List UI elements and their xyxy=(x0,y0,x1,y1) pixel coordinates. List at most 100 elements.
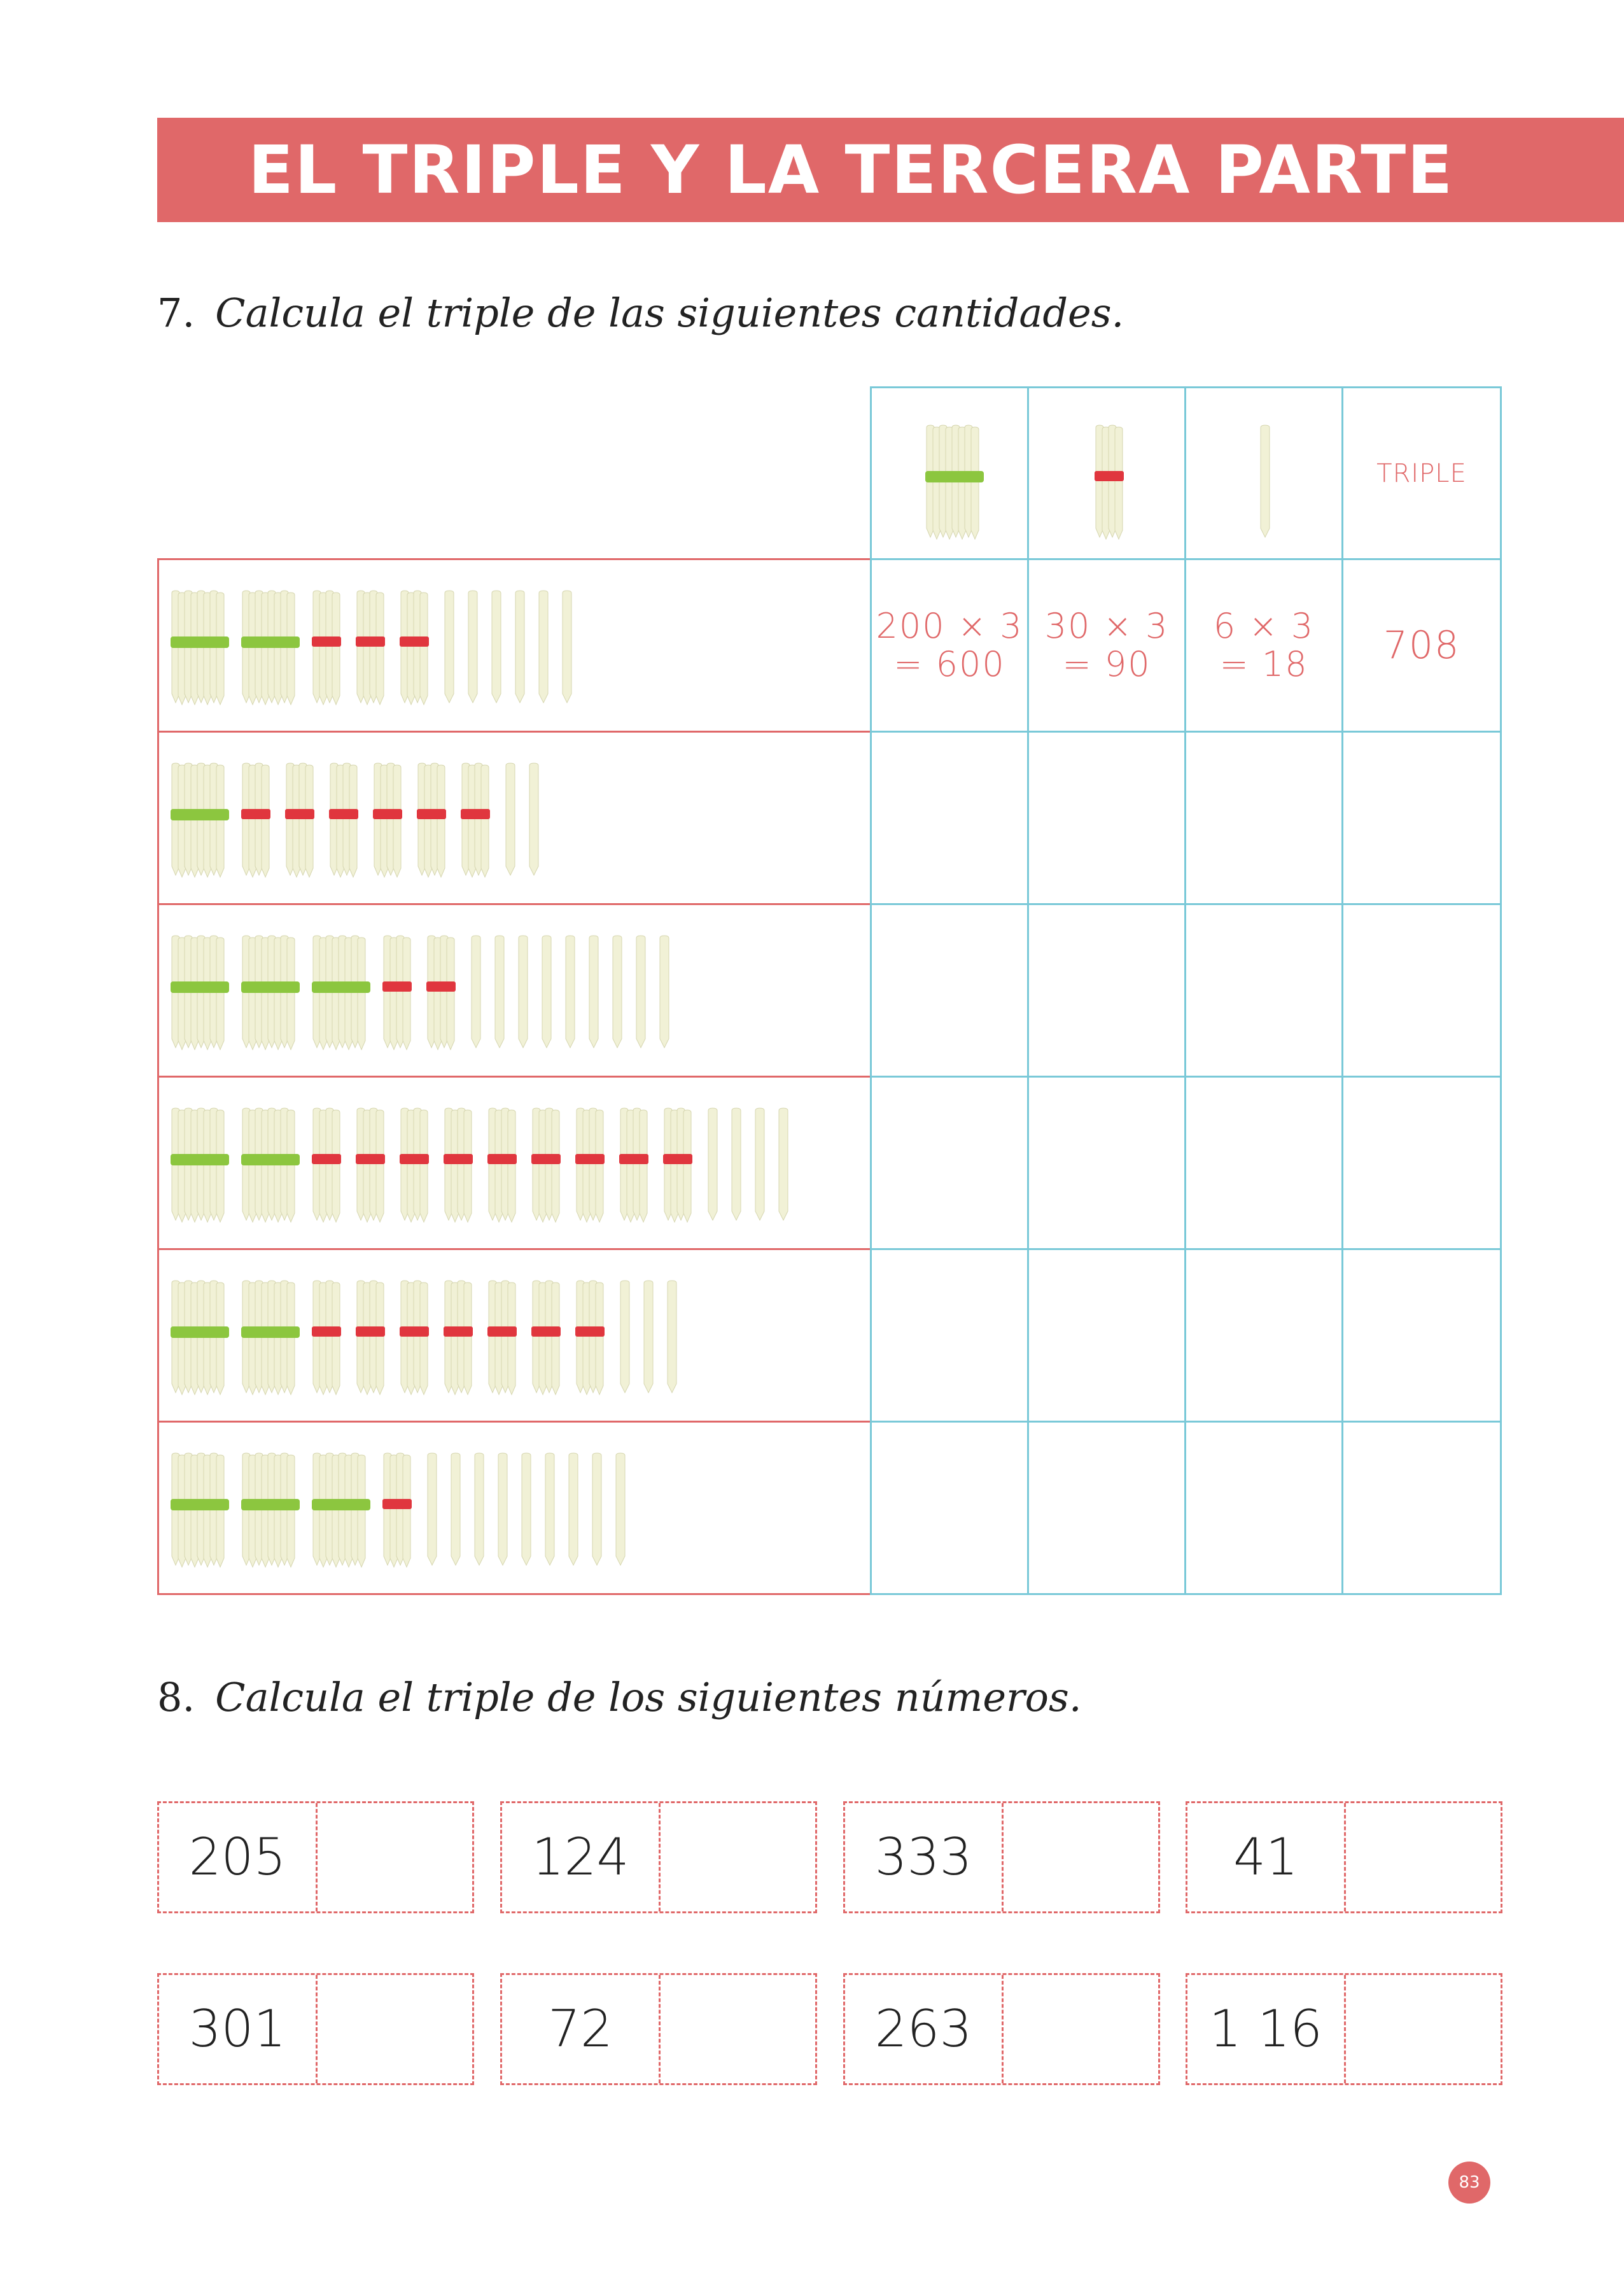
box-divider xyxy=(1344,1803,1346,1911)
single-stick xyxy=(521,1452,531,1566)
triple-answer-field[interactable] xyxy=(1346,1975,1501,2083)
ten-bundle-icon xyxy=(1095,425,1124,540)
number-box: 333 xyxy=(843,1801,1160,1913)
single-stick xyxy=(659,935,669,1049)
box-divider xyxy=(659,1975,661,2083)
single-stick xyxy=(755,1107,765,1221)
triple-answer-field[interactable] xyxy=(1004,1803,1158,1911)
number-box: 1 16 xyxy=(1186,1973,1502,2085)
hundred-bundle xyxy=(241,1452,300,1568)
number-value: 41 xyxy=(1233,1827,1298,1887)
row-sticks-drawing xyxy=(171,1280,677,1396)
ten-bundle xyxy=(241,763,270,878)
row-quantity-image xyxy=(157,558,872,733)
tens-answer-cell[interactable] xyxy=(1027,1248,1186,1423)
units-answer-cell[interactable] xyxy=(1184,1421,1343,1595)
row-quantity-image xyxy=(157,731,872,905)
single-stick xyxy=(620,1280,630,1394)
ten-bundle xyxy=(312,590,341,706)
ten-bundle xyxy=(373,763,402,878)
exercise-7-instruction: 7. Calcula el triple de las siguientes ca… xyxy=(157,290,1124,336)
hundred-bundle xyxy=(171,1280,229,1396)
number-value: 205 xyxy=(188,1827,286,1887)
ten-bundle xyxy=(461,763,490,878)
ten-bundle xyxy=(382,1452,412,1568)
units-answer-cell[interactable] xyxy=(1184,1248,1343,1423)
triple-answer-cell[interactable] xyxy=(1341,903,1502,1078)
ten-bundle xyxy=(487,1107,517,1223)
ten-bundle xyxy=(356,1280,385,1396)
hundreds-answer-cell[interactable] xyxy=(870,1421,1029,1595)
triple-answer-cell[interactable] xyxy=(1341,1076,1502,1250)
hundreds-answer-cell[interactable] xyxy=(870,1076,1029,1250)
single-stick xyxy=(643,1280,654,1394)
ten-bundle xyxy=(285,763,314,878)
triple-answer-field[interactable] xyxy=(1346,1803,1501,1911)
triple-answer-field[interactable] xyxy=(661,1975,815,2083)
single-stick xyxy=(778,1107,788,1221)
units-answer-cell[interactable]: 6 × 3 = 18 xyxy=(1184,558,1343,733)
header-tens-cell xyxy=(1027,386,1186,560)
single-stick xyxy=(731,1107,741,1221)
single-stick xyxy=(538,590,549,704)
tens-answer-cell[interactable] xyxy=(1027,1076,1186,1250)
exercise-7-number: 7. xyxy=(157,290,195,336)
box-divider xyxy=(1002,1803,1004,1911)
triple-answer-cell[interactable] xyxy=(1341,1421,1502,1595)
hundred-bundle xyxy=(312,935,370,1051)
triple-answer-field[interactable] xyxy=(318,1803,472,1911)
units-answer-cell[interactable] xyxy=(1184,903,1343,1078)
number-value: 1 16 xyxy=(1208,1999,1323,2058)
number-box: 124 xyxy=(500,1801,817,1913)
hundreds-answer-cell[interactable] xyxy=(870,731,1029,905)
hundreds-answer-cell[interactable] xyxy=(870,1248,1029,1423)
ten-bundle xyxy=(575,1280,605,1396)
ten-bundle xyxy=(356,1107,385,1223)
hundred-bundle xyxy=(241,1107,300,1223)
tens-answer-cell[interactable] xyxy=(1027,731,1186,905)
header-hundreds-cell xyxy=(870,386,1029,560)
answer-line: 6 × 3 xyxy=(1213,606,1315,646)
box-divider xyxy=(1002,1975,1004,2083)
ten-bundle xyxy=(400,1107,429,1223)
ten-bundle xyxy=(426,935,456,1051)
ten-bundle xyxy=(382,935,412,1051)
row-sticks-drawing xyxy=(171,590,572,706)
number-value: 333 xyxy=(874,1827,972,1887)
ten-bundle xyxy=(663,1107,692,1223)
triple-answer-field[interactable] xyxy=(1004,1975,1158,2083)
tens-answer-cell[interactable] xyxy=(1027,1421,1186,1595)
row-quantity-image xyxy=(157,903,872,1078)
hundred-bundle xyxy=(312,1452,370,1568)
single-stick xyxy=(498,1452,508,1566)
triple-answer-text: 708 xyxy=(1383,623,1460,668)
single-stick xyxy=(491,590,501,704)
single-stick xyxy=(494,935,505,1049)
units-answer-cell[interactable] xyxy=(1184,731,1343,905)
triple-answer-field[interactable] xyxy=(318,1975,472,2083)
ten-bundle xyxy=(312,1280,341,1396)
units-answer-cell[interactable] xyxy=(1184,1076,1343,1250)
hundreds-answer-cell[interactable] xyxy=(870,903,1029,1078)
ten-bundle xyxy=(619,1107,648,1223)
exercise-8-text: Calcula el triple de los siguientes núme… xyxy=(215,1674,1082,1720)
tens-answer-cell[interactable]: 30 × 3 = 90 xyxy=(1027,558,1186,733)
exercise-7-text: Calcula el triple de las siguientes cant… xyxy=(215,290,1124,336)
tens-answer-cell[interactable] xyxy=(1027,903,1186,1078)
triple-answer-cell[interactable] xyxy=(1341,1248,1502,1423)
ten-bundle xyxy=(575,1107,605,1223)
box-divider xyxy=(1344,1975,1346,2083)
triple-answer-field[interactable] xyxy=(661,1803,815,1911)
ten-bundle xyxy=(329,763,358,878)
hundred-bundle xyxy=(171,1107,229,1223)
number-box: 301 xyxy=(157,1973,474,2085)
triple-answer-cell[interactable] xyxy=(1341,731,1502,905)
header-hundred-bundle xyxy=(925,425,984,540)
triple-answer-cell[interactable]: 708 xyxy=(1341,558,1502,733)
single-stick-icon xyxy=(1260,425,1270,538)
number-value: 263 xyxy=(874,1999,972,2058)
ten-bundle xyxy=(531,1107,561,1223)
row-quantity-image xyxy=(157,1248,872,1423)
hundreds-answer-cell[interactable]: 200 × 3 = 600 xyxy=(870,558,1029,733)
hundred-bundle xyxy=(171,1452,229,1568)
